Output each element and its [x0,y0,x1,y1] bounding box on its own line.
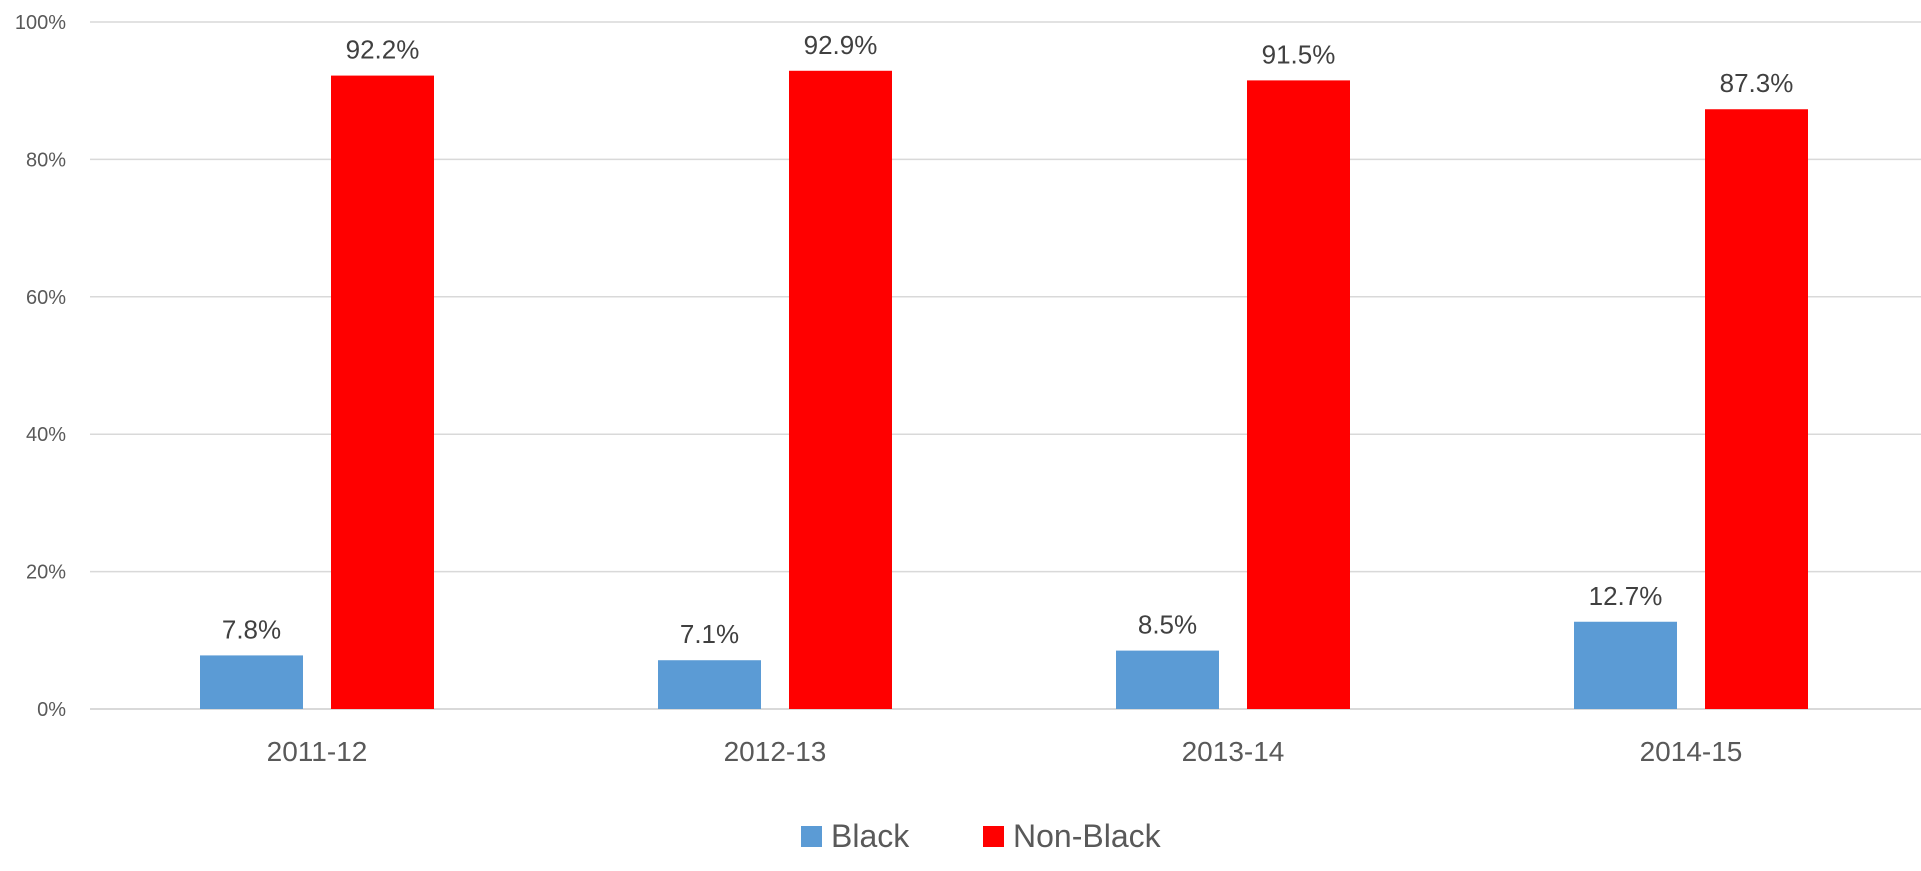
data-label-black: 7.1% [680,619,739,649]
x-category-label: 2013-14 [1182,736,1285,767]
y-tick-label: 0% [37,699,66,721]
legend-label-black: Black [831,818,910,854]
x-category-label: 2014-15 [1640,736,1743,767]
bar-non-black [1247,80,1350,709]
legend-swatch-black [801,826,822,847]
data-label-non-black: 92.9% [804,30,878,60]
y-tick-label: 60% [26,287,66,309]
legend-label-non-black: Non-Black [1013,818,1162,854]
legend: Black Non-Black [801,818,1162,854]
data-label-non-black: 91.5% [1262,39,1336,69]
bar-black [1574,621,1677,709]
legend-swatch-non-black [983,826,1004,847]
data-label-non-black: 92.2% [346,35,420,65]
data-labels: 7.8% 92.2% 7.1% 92.9% 8.5% 91.5% 12.7% 87.3% [222,30,1794,649]
bar-non-black [789,70,892,710]
data-label-non-black: 87.3% [1720,68,1794,98]
x-category-label: 2011-12 [267,736,368,767]
bar-non-black [1705,109,1808,709]
x-axis-category-labels: 2011-12 2012-13 2013-14 2014-15 [267,736,1743,767]
bar-non-black [331,75,434,709]
data-label-black: 12.7% [1589,581,1663,611]
bar-black [658,660,761,709]
data-label-black: 8.5% [1138,610,1197,640]
y-tick-label: 80% [26,149,66,171]
x-category-label: 2012-13 [724,736,827,767]
bars [200,70,1808,710]
y-tick-label: 20% [26,562,66,584]
y-axis-tick-labels: 0% 20% 40% 60% 80% 100% [15,12,66,721]
y-tick-label: 100% [15,12,66,34]
data-label-black: 7.8% [222,614,281,644]
bar-black [1116,650,1219,709]
bar-black [200,655,303,709]
y-tick-label: 40% [26,424,66,446]
